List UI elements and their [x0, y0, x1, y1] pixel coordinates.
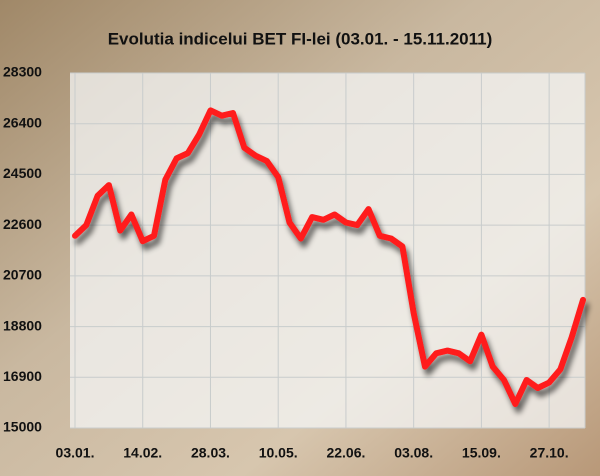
y-tick-label: 16900: [3, 368, 42, 384]
x-tick-label: 15.09.: [462, 445, 501, 461]
chart-title: Evolutia indicelui BET FI-lei (03.01. - …: [108, 29, 493, 48]
x-tick-label: 27.10.: [530, 445, 569, 461]
x-tick-label: 03.08.: [394, 445, 433, 461]
x-tick-label: 28.03.: [191, 445, 230, 461]
x-tick-label: 14.02.: [123, 445, 162, 461]
plot-area: [70, 73, 585, 428]
y-tick-label: 28300: [3, 64, 42, 80]
x-tick-label: 22.06.: [326, 445, 365, 461]
y-tick-label: 22600: [3, 216, 42, 232]
y-tick-label: 26400: [3, 114, 42, 130]
y-tick-label: 18800: [3, 317, 42, 333]
x-tick-label: 10.05.: [259, 445, 298, 461]
y-tick-label: 24500: [3, 165, 42, 181]
y-tick-label: 20700: [3, 267, 42, 283]
y-tick-label: 15000: [3, 419, 42, 435]
x-tick-label: 03.01.: [56, 445, 95, 461]
data-line: [72, 107, 586, 407]
